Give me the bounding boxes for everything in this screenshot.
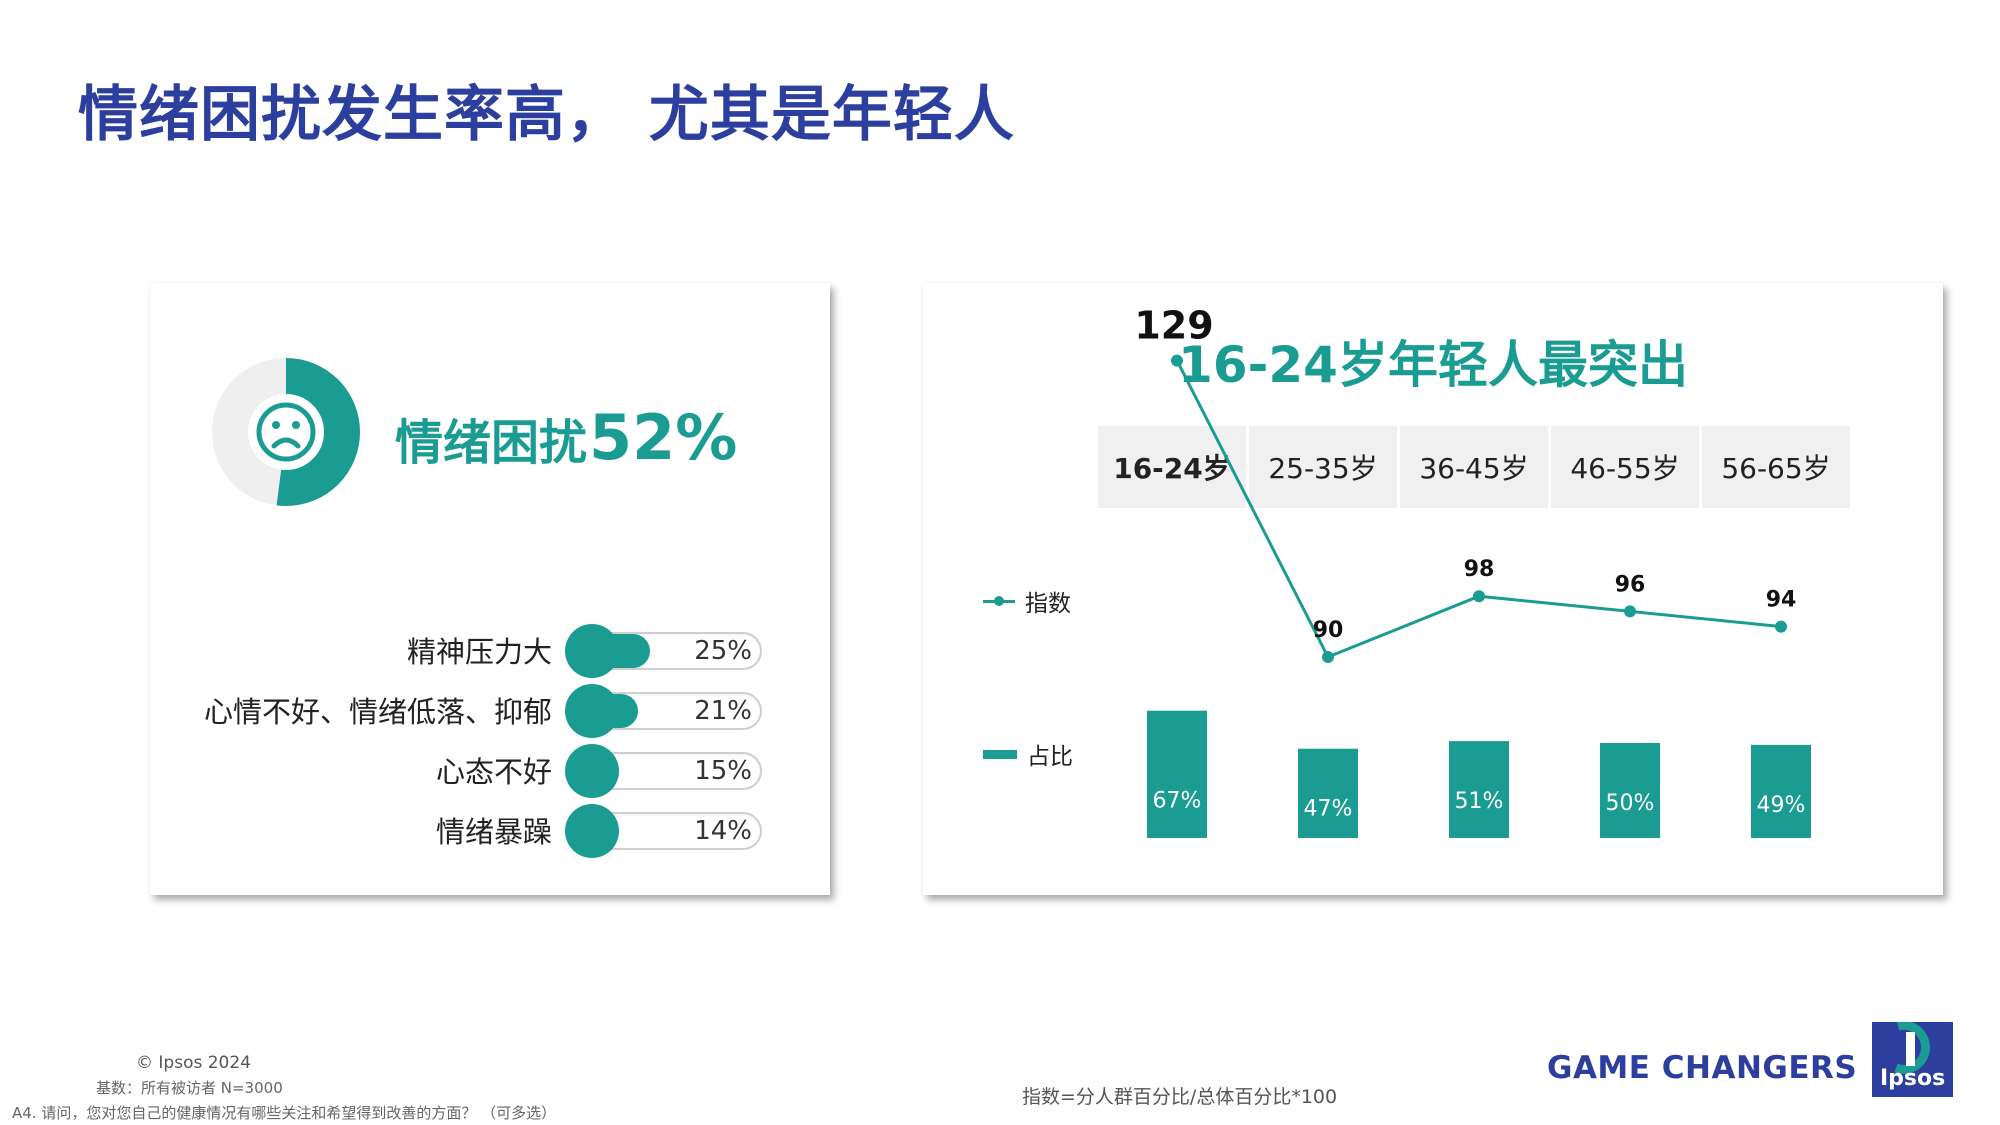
card-title: 16-24岁年轻人最突出 — [1178, 336, 1688, 394]
bar-value: 15% — [694, 756, 752, 786]
bar-value-label: 67% — [1153, 789, 1202, 814]
sample-base: 基数：所有被访者 N=3000 — [96, 1079, 283, 1097]
index-value-label: 94 — [1766, 588, 1797, 613]
index-point — [1775, 620, 1787, 633]
bar-value-label: 47% — [1304, 797, 1353, 822]
bar-knob — [565, 744, 619, 798]
tab-36-45[interactable]: 36-45岁 — [1400, 426, 1548, 508]
headline: 情绪困扰52% — [395, 401, 737, 474]
bar-mark — [1751, 744, 1811, 838]
tab-56-65[interactable]: 56-65岁 — [1702, 426, 1850, 508]
age-tabs: 16-24岁 25-35岁 36-45岁 46-55岁 56-65岁 — [1098, 426, 1853, 508]
headline-value: 52% — [589, 401, 738, 474]
bar-label: 心情不好、情绪低落、抑郁 — [203, 695, 552, 729]
bar-row: 心情不好、情绪低落、抑郁 21% — [150, 681, 830, 739]
index-point — [1473, 590, 1485, 603]
sad-face-icon — [256, 402, 316, 462]
legend-line-swatch — [983, 595, 1015, 606]
index-note: 指数=分人群百分比/总体百分比*100 — [1022, 1086, 1338, 1108]
tab-16-24[interactable]: 16-24岁 — [1098, 426, 1246, 508]
bar-mark — [1449, 741, 1509, 838]
copyright: © Ipsos 2024 — [136, 1053, 251, 1073]
ipsos-logo: Ipsos — [1872, 1022, 1953, 1097]
bar-value: 14% — [694, 816, 752, 846]
survey-question: A4. 请问，您对您自己的健康情况有哪些关注和希望得到改善的方面？ （可多选） — [12, 1104, 557, 1122]
bar-knob — [565, 624, 619, 678]
legend-index: 指数 — [983, 584, 1071, 618]
legend-index-label: 指数 — [1025, 591, 1071, 617]
bar-value-label: 51% — [1455, 789, 1504, 814]
emotional-distress-card: 情绪困扰52% 精神压力大 25% 心情不好、情绪低落、抑郁 21% 心态不好 … — [150, 283, 830, 895]
bar-value: 25% — [694, 636, 752, 666]
legend-share: 占比 — [983, 737, 1073, 771]
legend-share-label: 占比 — [1027, 744, 1073, 770]
bar-mark — [1147, 710, 1207, 838]
bar-label: 情绪暴躁 — [435, 815, 552, 849]
bar-knob — [565, 804, 619, 858]
age-combo-chart: 67% 47% 51% 50% 49% 129 90 98 96 94 — [1134, 304, 1811, 838]
page-title: 情绪困扰发生率高， 尤其是年轻人 — [78, 80, 1015, 150]
bar-mark — [1298, 748, 1358, 838]
bar-label: 心态不好 — [435, 755, 552, 789]
legend-bar-swatch — [983, 749, 1017, 759]
bar-value-label: 50% — [1606, 791, 1655, 816]
bar-value: 21% — [694, 696, 752, 726]
tab-46-55[interactable]: 46-55岁 — [1551, 426, 1699, 508]
index-value-label: 129 — [1134, 304, 1213, 348]
index-value-label: 98 — [1464, 557, 1495, 582]
age-breakdown-card: 16-24岁年轻人最突出 16-24岁 25-35岁 36-45岁 46-55岁… — [923, 283, 1943, 895]
bar-row: 心态不好 15% — [150, 741, 830, 799]
index-point — [1322, 651, 1334, 663]
bar-knob — [565, 684, 619, 738]
bar-label: 精神压力大 — [406, 635, 552, 669]
tab-25-35[interactable]: 25-35岁 — [1249, 426, 1397, 508]
index-point — [1171, 354, 1183, 367]
logo-mark-icon — [1894, 1022, 1930, 1074]
tagline: GAME CHANGERS — [1547, 1050, 1858, 1086]
logo-text: Ipsos — [1880, 1066, 1946, 1091]
headline-label: 情绪困扰 — [395, 415, 588, 471]
bar-row: 情绪暴躁 14% — [150, 801, 830, 859]
index-point — [1624, 605, 1636, 618]
headline-donut — [212, 358, 360, 506]
donut-arc — [212, 358, 360, 506]
index-value-label: 90 — [1313, 618, 1344, 643]
index-line — [1175, 359, 1782, 659]
bar-mark — [1600, 743, 1660, 838]
bar-row: 精神压力大 25% — [150, 621, 830, 679]
index-value-label: 96 — [1615, 572, 1646, 597]
bar-value-label: 49% — [1757, 793, 1806, 818]
